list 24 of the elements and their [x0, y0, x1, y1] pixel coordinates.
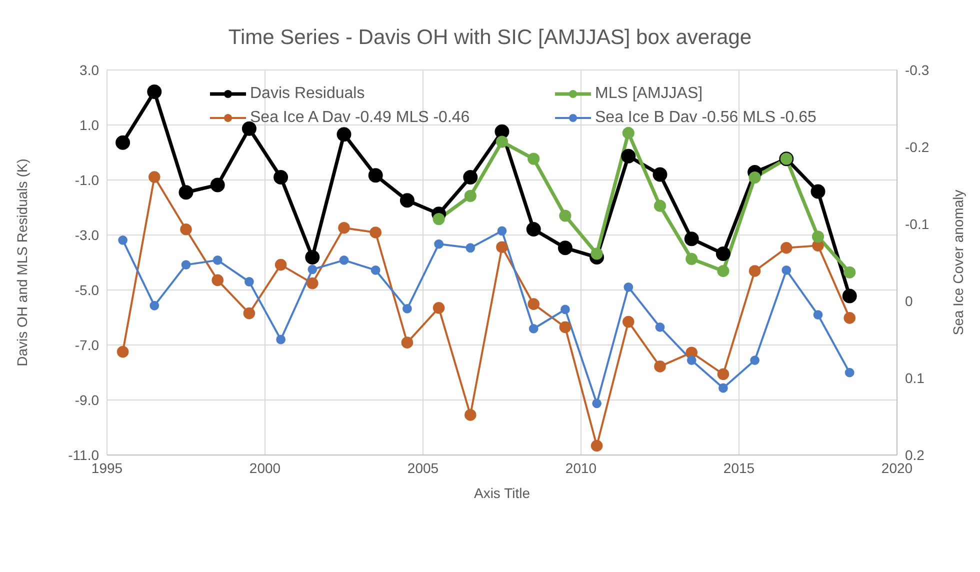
- y-axis-title: Davis OH and MLS Residuals (K): [14, 158, 30, 366]
- legend-label: Davis Residuals: [250, 85, 365, 103]
- y-tick-label: 1.0: [80, 116, 100, 133]
- y-tick-label: -9.0: [74, 392, 100, 408]
- legend-label: MLS [AMJJAS]: [595, 85, 703, 103]
- y2-axis-title: Sea Ice Cover anomaly: [950, 190, 966, 336]
- x-tick-label: 2005: [407, 460, 439, 476]
- legend-label: Sea Ice B Dav -0.56 MLS -0.65: [595, 109, 816, 127]
- y2-tick-label: -0.3: [905, 62, 930, 78]
- y2-tick-label: 0: [905, 292, 913, 309]
- y2-tick-label: -0.1: [905, 216, 930, 232]
- legend-label: Sea Ice A Dav -0.49 MLS -0.46: [250, 109, 470, 127]
- y2-tick-label: -0.2: [905, 138, 930, 155]
- x-tick-label: 2010: [565, 460, 597, 476]
- y-tick-label: -1.0: [74, 172, 100, 188]
- y-tick-label: -3.0: [74, 226, 100, 243]
- y-tick-label: -7.0: [74, 336, 100, 353]
- x-tick-label: 2015: [723, 460, 755, 476]
- y-tick-label: 3.0: [80, 62, 100, 78]
- chart-title: Time Series - Davis OH with SIC [AMJJAS] box average: [227, 26, 753, 50]
- x-axis-title: Axis Title: [474, 485, 530, 501]
- x-tick-label: 2000: [249, 460, 281, 476]
- y-tick-label: -5.0: [74, 282, 100, 298]
- y2-tick-label: 0.1: [905, 370, 925, 386]
